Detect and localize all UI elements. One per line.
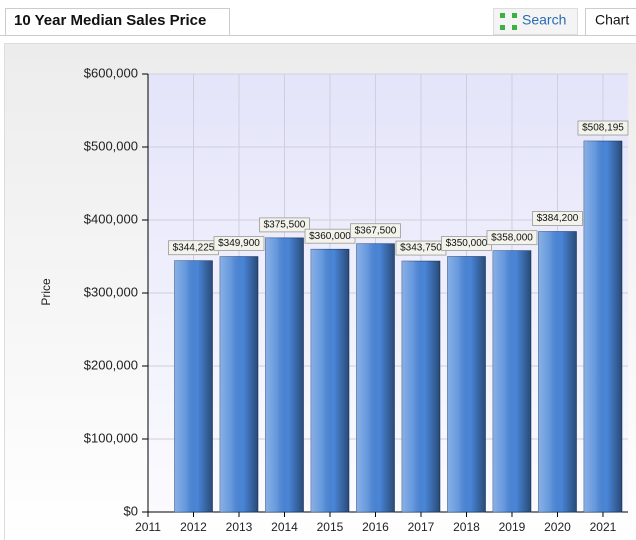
title-tab <box>5 8 230 36</box>
bar <box>219 256 259 513</box>
x-tick-label: 2015 <box>317 520 344 534</box>
x-tick-label: 2013 <box>226 520 253 534</box>
x-tick-label: 2011 <box>135 520 161 534</box>
value-label: $350,000 <box>446 238 488 249</box>
y-tick-label: $100,000 <box>84 430 138 445</box>
y-tick-label: $500,000 <box>84 138 138 153</box>
y-tick-label: $200,000 <box>84 357 138 372</box>
search-label[interactable]: Search <box>522 12 566 28</box>
value-label: $343,750 <box>400 243 442 254</box>
y-axis-label: Price <box>39 278 53 306</box>
x-tick-label: 2017 <box>408 520 435 534</box>
value-label-box <box>259 217 310 233</box>
y-tick-label: $0 <box>124 503 138 518</box>
value-label-box <box>213 236 265 251</box>
bar <box>583 140 623 513</box>
value-label: $384,200 <box>537 213 579 224</box>
value-label-box <box>577 120 629 136</box>
value-label-box <box>350 223 401 239</box>
value-label-box <box>486 230 538 246</box>
value-label-box <box>532 211 583 226</box>
x-tick-label: 2020 <box>544 520 571 534</box>
bar <box>538 231 577 513</box>
search-button[interactable] <box>493 8 578 35</box>
y-tick-label: $300,000 <box>84 284 138 299</box>
bar <box>265 237 304 513</box>
x-tick-label: 2021 <box>590 520 617 534</box>
page-title: 10 Year Median Sales Price <box>14 12 206 29</box>
bar <box>401 260 441 513</box>
x-tick-label: 2016 <box>362 520 389 534</box>
value-label: $367,500 <box>355 225 397 236</box>
chart-tab-label[interactable]: Chart <box>595 12 629 28</box>
value-label: $508,195 <box>582 123 624 134</box>
value-label: $360,000 <box>309 231 351 242</box>
bar <box>310 248 350 513</box>
bar <box>492 250 532 513</box>
x-tick-label: 2019 <box>499 520 526 534</box>
chart-tab[interactable] <box>585 8 636 36</box>
y-tick-label: $400,000 <box>84 211 138 226</box>
x-tick-label: 2012 <box>180 520 207 534</box>
bar <box>356 243 395 513</box>
bar <box>174 260 213 513</box>
value-label: $349,900 <box>218 238 260 249</box>
x-tick-label: 2018 <box>453 520 480 534</box>
search-icon <box>500 13 517 30</box>
value-label: $358,000 <box>491 232 533 243</box>
x-tick-label: 2014 <box>271 520 298 534</box>
value-label: $375,500 <box>264 220 306 231</box>
bar <box>447 256 486 513</box>
y-tick-label: $600,000 <box>84 65 138 80</box>
value-label: $344,225 <box>173 242 215 253</box>
